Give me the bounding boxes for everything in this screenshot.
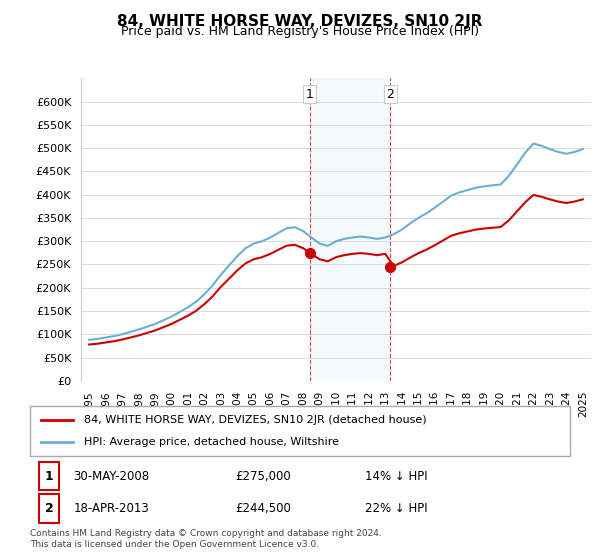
FancyBboxPatch shape — [30, 406, 570, 456]
Text: 2: 2 — [386, 88, 394, 101]
Text: HPI: Average price, detached house, Wiltshire: HPI: Average price, detached house, Wilt… — [84, 437, 339, 447]
Text: 1: 1 — [306, 88, 314, 101]
Text: 84, WHITE HORSE WAY, DEVIZES, SN10 2JR: 84, WHITE HORSE WAY, DEVIZES, SN10 2JR — [117, 14, 483, 29]
Text: 18-APR-2013: 18-APR-2013 — [73, 502, 149, 515]
Text: 2: 2 — [44, 502, 53, 515]
Text: 30-MAY-2008: 30-MAY-2008 — [73, 470, 149, 483]
Bar — [310, 78, 390, 381]
Text: £275,000: £275,000 — [235, 470, 291, 483]
Text: 14% ↓ HPI: 14% ↓ HPI — [365, 470, 427, 483]
Text: 1: 1 — [44, 470, 53, 483]
Text: 22% ↓ HPI: 22% ↓ HPI — [365, 502, 427, 515]
Text: £244,500: £244,500 — [235, 502, 291, 515]
Text: 84, WHITE HORSE WAY, DEVIZES, SN10 2JR (detached house): 84, WHITE HORSE WAY, DEVIZES, SN10 2JR (… — [84, 415, 427, 425]
FancyBboxPatch shape — [39, 462, 59, 491]
FancyBboxPatch shape — [39, 494, 59, 522]
Text: Contains HM Land Registry data © Crown copyright and database right 2024.
This d: Contains HM Land Registry data © Crown c… — [30, 529, 382, 549]
Text: Price paid vs. HM Land Registry's House Price Index (HPI): Price paid vs. HM Land Registry's House … — [121, 25, 479, 38]
